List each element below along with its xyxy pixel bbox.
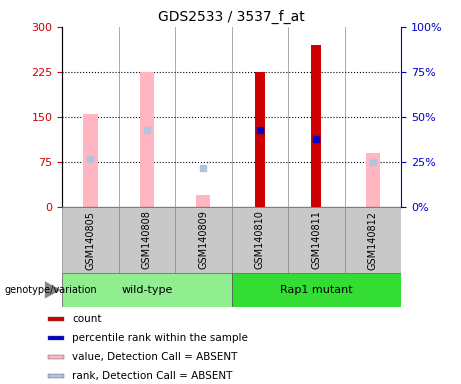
Bar	[47, 374, 64, 379]
Bar	[47, 336, 64, 340]
Bar	[47, 355, 64, 359]
Bar	[118, 207, 175, 273]
Bar	[140, 72, 154, 207]
Text: genotype/variation: genotype/variation	[5, 285, 97, 295]
Text: wild-type: wild-type	[121, 285, 172, 295]
Text: GSM140812: GSM140812	[368, 210, 378, 270]
Bar	[311, 45, 321, 207]
Text: count: count	[72, 314, 102, 324]
Text: GSM140810: GSM140810	[255, 210, 265, 270]
Text: GSM140809: GSM140809	[198, 210, 208, 270]
Text: GSM140811: GSM140811	[311, 210, 321, 270]
Text: GSM140808: GSM140808	[142, 210, 152, 270]
Bar	[288, 207, 344, 273]
Bar	[62, 207, 118, 273]
Text: percentile rank within the sample: percentile rank within the sample	[72, 333, 248, 343]
Polygon shape	[45, 281, 61, 299]
Bar	[366, 153, 380, 207]
Bar	[175, 207, 231, 273]
Bar	[83, 114, 98, 207]
Bar	[231, 207, 288, 273]
Bar	[344, 207, 401, 273]
Text: value, Detection Call = ABSENT: value, Detection Call = ABSENT	[72, 352, 238, 362]
Text: GSM140805: GSM140805	[85, 210, 95, 270]
Bar	[255, 72, 265, 207]
Bar	[62, 273, 231, 307]
Title: GDS2533 / 3537_f_at: GDS2533 / 3537_f_at	[158, 10, 305, 25]
Text: Rap1 mutant: Rap1 mutant	[280, 285, 353, 295]
Bar	[196, 195, 211, 207]
Text: rank, Detection Call = ABSENT: rank, Detection Call = ABSENT	[72, 371, 233, 381]
Bar	[231, 273, 401, 307]
Bar	[47, 316, 64, 321]
